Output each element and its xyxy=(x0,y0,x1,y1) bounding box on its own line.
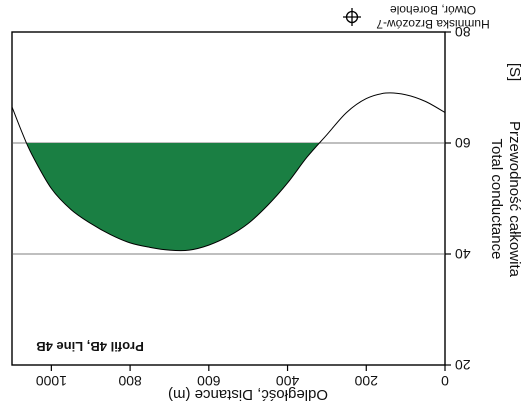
x-tick-label-800: 800 xyxy=(118,373,142,389)
y-tick-label-60: 60 xyxy=(455,135,471,151)
legend: Humniska Brzozów-7 Otwór, Borehole xyxy=(343,3,490,31)
y-axis-title-pl: Przewodność całkowita xyxy=(506,121,523,278)
y-axis-unit: [S] xyxy=(506,63,523,81)
x-tick-label-200: 200 xyxy=(354,373,378,389)
conductance-line xyxy=(11,92,446,252)
plot-frame xyxy=(11,31,446,366)
legend-label-pl: Humniska Brzozów-7 xyxy=(376,17,490,31)
x-tick-label-600: 600 xyxy=(197,373,221,389)
conductance-fill-area xyxy=(26,143,320,251)
borehole-icon xyxy=(343,8,361,26)
x-tick-label-1000: 1000 xyxy=(36,373,67,389)
y-axis-title-en: Total conductance xyxy=(488,139,505,260)
profile-label: Profil 4B, Line 4B xyxy=(36,339,144,354)
legend-label-en: Otwór, Borehole xyxy=(390,3,476,17)
y-tick-label-40: 40 xyxy=(455,246,471,262)
x-axis-title: Odległość, Distance (m) xyxy=(168,386,328,403)
y-tick-label-80: 80 xyxy=(455,24,471,40)
y-tick-label-20: 20 xyxy=(455,357,471,373)
x-tick-label-0: 0 xyxy=(441,373,449,389)
x-tick-label-400: 400 xyxy=(276,373,300,389)
